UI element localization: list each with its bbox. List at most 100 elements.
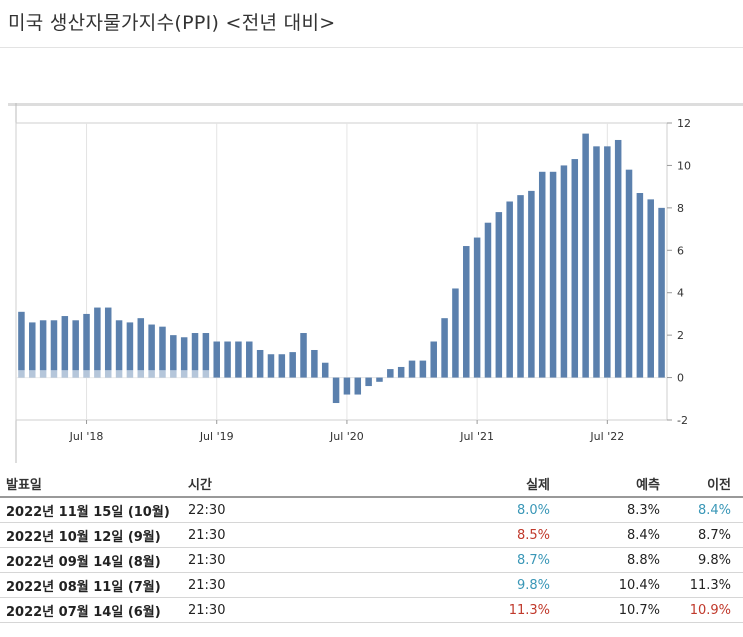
bar-base-band (17, 370, 213, 378)
bar (376, 377, 383, 382)
bar (235, 341, 242, 378)
bar (604, 146, 611, 378)
bar (213, 341, 220, 378)
bar (408, 360, 416, 378)
row-actual: 8.5% (254, 522, 564, 548)
bar (191, 333, 199, 378)
table-row[interactable]: 2022년 08월 11일 (7월) 21:30 9.8% 10.4% 11.3% (0, 572, 743, 598)
bar (538, 171, 546, 378)
y-tick-label: 2 (677, 329, 684, 342)
row-previous: 8.7% (670, 522, 743, 548)
bar (29, 322, 36, 378)
y-tick-label: 10 (677, 159, 691, 172)
bar (170, 335, 177, 378)
row-time: 21:30 (182, 597, 254, 623)
row-actual: 9.8% (254, 572, 564, 598)
bar (115, 320, 123, 378)
bar (354, 377, 362, 395)
bar (300, 333, 307, 378)
bar (658, 207, 665, 378)
y-tick-label: 0 (677, 372, 684, 385)
bar (50, 320, 58, 378)
row-time: 21:30 (182, 572, 254, 598)
table-header-row: 발표일 시간 실제 예측 이전 (0, 470, 743, 498)
header-actual[interactable]: 실제 (254, 470, 564, 498)
bar (126, 322, 134, 378)
bar (39, 320, 47, 378)
x-tick-label: Jul '18 (69, 430, 104, 443)
x-tick-label: Jul '19 (199, 430, 234, 443)
bar (647, 199, 654, 378)
bar (560, 165, 568, 378)
row-previous: 11.3% (670, 572, 743, 598)
row-date: 2022년 08월 11일 (7월) (0, 572, 182, 598)
bar (159, 326, 166, 378)
bar (267, 354, 275, 378)
header-time[interactable]: 시간 (182, 470, 254, 498)
table-body: 2022년 11월 15일 (10월) 22:30 8.0% 8.3% 8.4% 2022… (0, 497, 743, 623)
row-forecast: 8.3% (564, 497, 670, 523)
bar (549, 171, 557, 378)
bar (18, 311, 25, 378)
ppi-chart: Jul '18 Jul '19 Jul '20 Jul '21 Jul '22 12 10 8… (8, 103, 743, 463)
bar (72, 320, 79, 378)
bar (61, 316, 69, 378)
table-row[interactable]: 2022년 11월 15일 (10월) 22:30 8.0% 8.3% 8.4% (0, 497, 743, 523)
bar (473, 237, 481, 378)
row-actual: 11.3% (254, 597, 564, 623)
bar (430, 341, 437, 378)
release-table: 발표일 시간 실제 예측 이전 2022년 11월 15일 (10월) 22:30… (0, 470, 743, 623)
bar (614, 139, 622, 378)
table-row[interactable]: 2022년 09월 14일 (8월) 21:30 8.7% 8.8% 9.8% (0, 547, 743, 573)
bar (571, 159, 579, 378)
bar (321, 362, 329, 378)
bar (246, 341, 253, 378)
ppi-bar-chart-svg: Jul '18 Jul '19 Jul '20 Jul '21 Jul '22 12 10 8… (15, 103, 691, 463)
chart-top-border (8, 103, 743, 106)
bar (83, 313, 90, 378)
bar (278, 354, 286, 378)
bar (625, 169, 633, 378)
row-actual: 8.7% (254, 547, 564, 573)
header-previous[interactable]: 이전 (670, 470, 743, 498)
bar (452, 288, 459, 378)
title-divider (0, 47, 743, 48)
bar (593, 146, 600, 378)
bar (419, 360, 427, 378)
bar (463, 246, 470, 378)
bar (104, 307, 112, 378)
bar (332, 377, 340, 404)
row-forecast: 8.8% (564, 547, 670, 573)
row-date: 2022년 11월 15일 (10월) (0, 497, 182, 523)
bar (582, 133, 589, 378)
row-time: 21:30 (182, 547, 254, 573)
bar (365, 377, 372, 387)
row-actual: 8.0% (254, 497, 564, 523)
bar (441, 318, 448, 378)
header-forecast[interactable]: 예측 (564, 470, 670, 498)
row-previous: 9.8% (670, 547, 743, 573)
bar (137, 318, 145, 378)
bar (387, 369, 394, 378)
y-tick-label: 8 (677, 202, 684, 215)
row-previous: 8.4% (670, 497, 743, 523)
row-previous: 10.9% (670, 597, 743, 623)
header-date[interactable]: 발표일 (0, 470, 182, 498)
bar (528, 190, 535, 378)
bar (94, 307, 101, 378)
y-tick-label: -2 (677, 414, 688, 427)
table-row[interactable]: 2022년 07월 14일 (6월) 21:30 11.3% 10.7% 10.9% (0, 597, 743, 623)
table-row[interactable]: 2022년 10월 12일 (9월) 21:30 8.5% 8.4% 8.7% (0, 522, 743, 548)
row-forecast: 10.4% (564, 572, 670, 598)
y-tick-label: 12 (677, 117, 691, 130)
x-tick-label: Jul '20 (329, 430, 364, 443)
plot-frame (15, 122, 668, 421)
bar (148, 324, 155, 378)
y-tick-label: 4 (677, 287, 684, 300)
bar (224, 341, 231, 378)
bar (397, 366, 405, 378)
bar (517, 195, 524, 378)
row-time: 22:30 (182, 497, 254, 523)
row-forecast: 8.4% (564, 522, 670, 548)
bar (202, 333, 210, 378)
